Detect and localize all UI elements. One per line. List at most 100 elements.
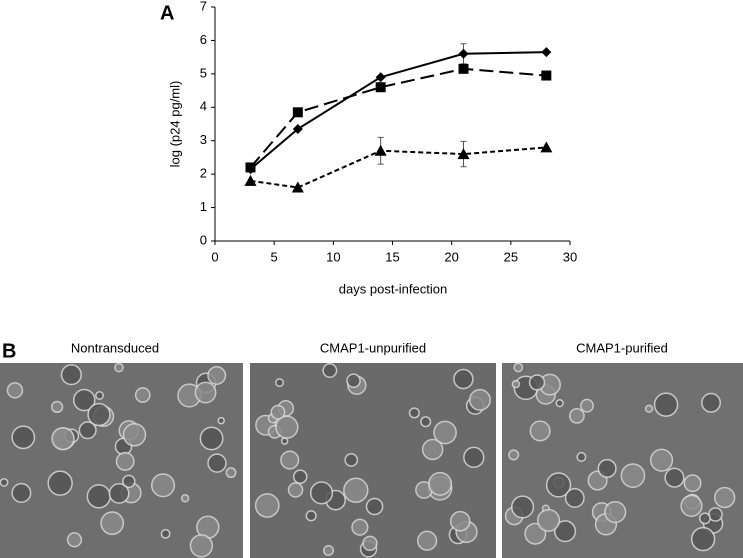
cell xyxy=(199,426,224,451)
cell xyxy=(134,387,151,403)
cell xyxy=(416,530,438,551)
cell xyxy=(513,362,524,373)
cell xyxy=(683,474,702,493)
x-tick-label: 5 xyxy=(271,249,278,264)
x-axis-label: days post-infection xyxy=(339,281,447,296)
x-tick-label: 30 xyxy=(563,249,577,264)
panel-label: A xyxy=(160,2,174,24)
cell xyxy=(664,467,685,488)
cell-texture xyxy=(0,362,736,558)
cell xyxy=(87,402,111,427)
cell xyxy=(344,453,359,467)
cell xyxy=(11,482,32,503)
cell xyxy=(644,404,654,413)
cell xyxy=(580,398,594,413)
y-tick-label: 2 xyxy=(200,166,207,181)
cell xyxy=(698,512,711,525)
cell xyxy=(346,373,361,389)
cell xyxy=(207,453,227,473)
cell xyxy=(680,494,703,518)
cell xyxy=(453,368,474,390)
cell xyxy=(528,374,546,391)
cell xyxy=(322,363,338,378)
cell xyxy=(50,400,64,414)
cell xyxy=(537,508,561,532)
marker xyxy=(244,174,257,186)
cell xyxy=(650,448,674,472)
cell xyxy=(100,511,125,536)
x-tick-label: 10 xyxy=(326,249,340,264)
marker xyxy=(245,162,256,173)
cell xyxy=(280,450,300,470)
cell xyxy=(351,518,369,536)
cell xyxy=(343,477,369,503)
cell xyxy=(150,473,176,498)
x-tick-label: 15 xyxy=(385,249,399,264)
cell xyxy=(254,493,280,518)
cell xyxy=(292,469,308,485)
y-tick-label: 3 xyxy=(200,132,207,147)
cell xyxy=(180,494,190,503)
marker xyxy=(458,48,469,59)
cell xyxy=(713,486,736,509)
cell xyxy=(78,421,97,440)
image-caption: CMAP1-unpurified xyxy=(320,340,426,355)
cell xyxy=(207,365,227,385)
cell xyxy=(420,416,432,428)
y-tick-label: 1 xyxy=(200,199,207,214)
cell xyxy=(72,388,96,412)
cell xyxy=(95,391,104,400)
y-tick-label: 0 xyxy=(200,232,207,247)
cell xyxy=(449,510,471,532)
cell xyxy=(620,463,646,488)
cell xyxy=(0,477,9,487)
cell xyxy=(275,415,299,439)
cell xyxy=(463,446,485,469)
marker xyxy=(541,70,552,81)
cell xyxy=(309,481,334,505)
cell xyxy=(690,526,716,552)
series-line xyxy=(250,146,547,189)
marker xyxy=(374,144,387,156)
marker xyxy=(375,82,386,93)
marker xyxy=(292,124,303,135)
marker xyxy=(375,72,386,83)
cell xyxy=(408,407,420,419)
cell xyxy=(576,451,587,462)
cell xyxy=(365,497,384,516)
marker xyxy=(457,148,470,160)
cell xyxy=(122,423,147,447)
cell xyxy=(47,470,73,496)
cell xyxy=(597,458,617,479)
marker xyxy=(540,141,553,153)
cell xyxy=(433,420,457,445)
marker xyxy=(458,63,469,74)
cell xyxy=(564,487,585,508)
cell xyxy=(225,467,237,479)
series-line xyxy=(249,67,547,169)
cell xyxy=(189,534,214,558)
y-axis-label: log (p24 pg/ml) xyxy=(167,81,182,168)
cell xyxy=(511,379,521,389)
x-tick-label: 0 xyxy=(211,249,218,264)
cell xyxy=(322,544,335,557)
cell xyxy=(270,404,286,420)
cell xyxy=(468,388,491,411)
cell xyxy=(194,381,217,404)
cell xyxy=(701,392,722,413)
cell xyxy=(653,392,679,417)
y-tick-label: 5 xyxy=(200,65,207,80)
cell xyxy=(569,408,585,424)
cell xyxy=(305,510,317,522)
cell xyxy=(421,438,444,461)
marker xyxy=(541,47,552,58)
cell xyxy=(508,449,520,461)
cell xyxy=(114,362,124,373)
cell xyxy=(66,532,83,548)
cell xyxy=(287,482,304,498)
marker xyxy=(291,181,304,193)
cell xyxy=(122,474,136,489)
cell xyxy=(604,500,627,524)
